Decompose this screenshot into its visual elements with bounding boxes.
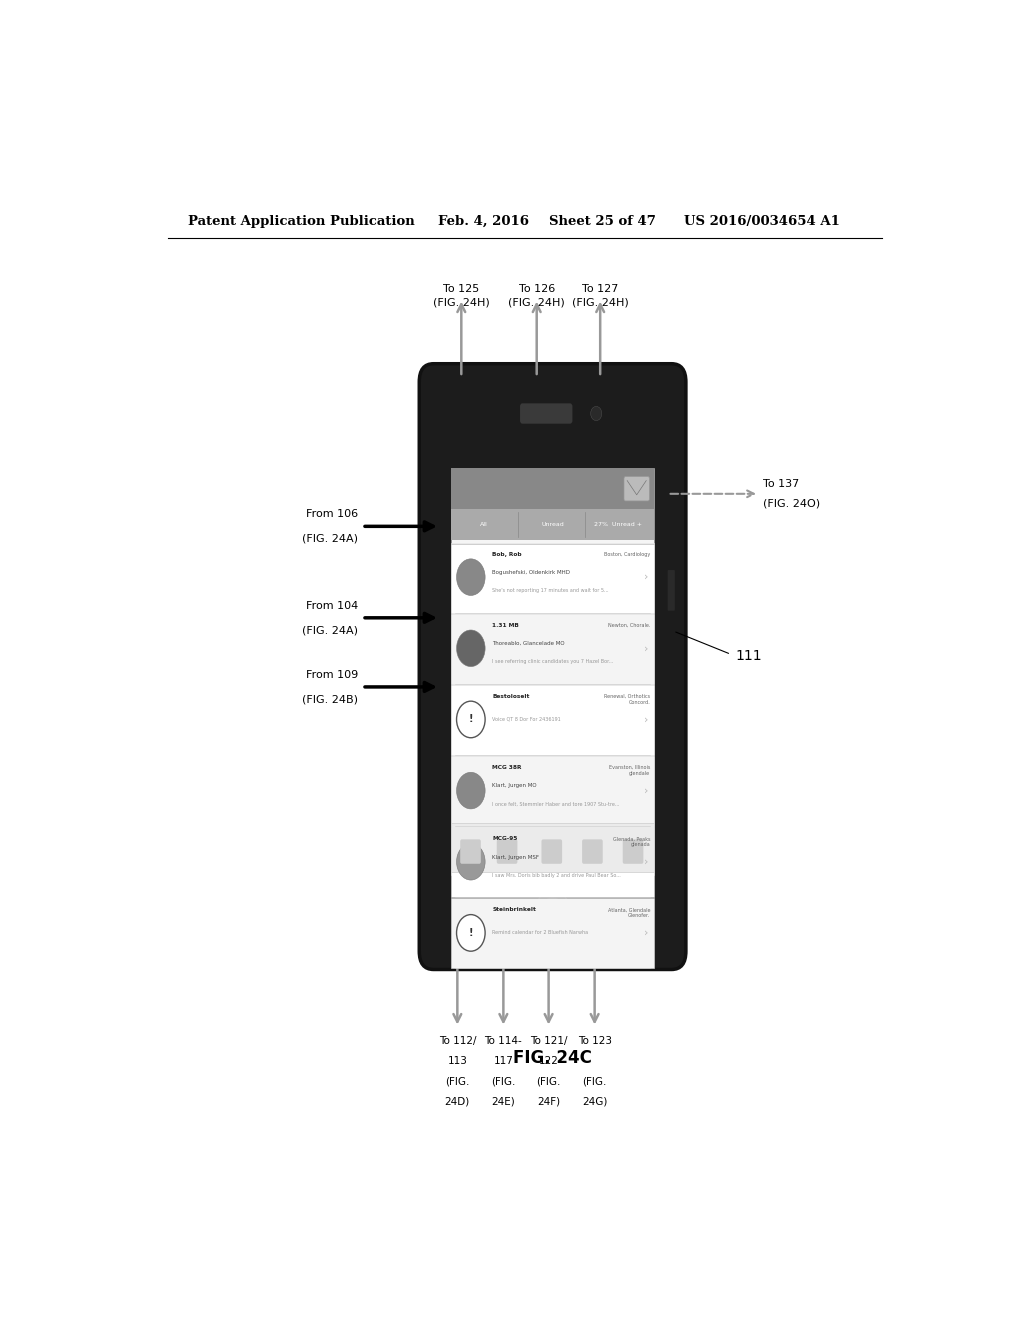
Text: All: All xyxy=(479,521,487,527)
Text: Feb. 4, 2016: Feb. 4, 2016 xyxy=(437,215,528,228)
FancyBboxPatch shape xyxy=(497,840,517,863)
Circle shape xyxy=(457,630,485,667)
Text: To 112/: To 112/ xyxy=(438,1036,476,1045)
Text: To 114-: To 114- xyxy=(484,1036,522,1045)
Text: (FIG.: (FIG. xyxy=(537,1076,561,1086)
Text: 1.31 MB: 1.31 MB xyxy=(493,623,519,628)
Text: ›: › xyxy=(644,857,648,867)
Text: ›: › xyxy=(644,643,648,653)
Text: 24E): 24E) xyxy=(492,1097,515,1106)
FancyBboxPatch shape xyxy=(419,364,686,969)
Text: Klart, Jurgen MO: Klart, Jurgen MO xyxy=(493,784,537,788)
FancyBboxPatch shape xyxy=(451,543,654,612)
Text: 24G): 24G) xyxy=(582,1097,607,1106)
Text: Patent Application Publication: Patent Application Publication xyxy=(187,215,415,228)
Circle shape xyxy=(457,701,485,738)
FancyBboxPatch shape xyxy=(451,824,654,873)
Text: Remind calendar for 2 Bluefish Narwha: Remind calendar for 2 Bluefish Narwha xyxy=(493,929,589,935)
Text: I once felt, Stemmler Haber and tore 1907 Stu-tre...: I once felt, Stemmler Haber and tore 190… xyxy=(493,801,620,807)
Text: From 106: From 106 xyxy=(306,510,358,519)
Text: MCG 38R: MCG 38R xyxy=(493,766,522,770)
Circle shape xyxy=(591,407,602,421)
Text: To 137: To 137 xyxy=(763,479,799,488)
Text: To 125: To 125 xyxy=(443,284,479,293)
Text: 27%  Unread +: 27% Unread + xyxy=(594,521,642,527)
Text: ›: › xyxy=(644,928,648,939)
FancyBboxPatch shape xyxy=(451,469,654,875)
Text: MCG-95: MCG-95 xyxy=(493,837,518,841)
Text: Steinbrinkelt: Steinbrinkelt xyxy=(493,907,537,912)
Text: 113: 113 xyxy=(447,1056,467,1065)
Text: I saw Mrs. Doris bib badly 2 and drive Paul Bear So...: I saw Mrs. Doris bib badly 2 and drive P… xyxy=(493,873,621,878)
FancyBboxPatch shape xyxy=(460,840,481,863)
Text: (FIG. 24H): (FIG. 24H) xyxy=(508,297,565,308)
Circle shape xyxy=(539,898,567,935)
FancyBboxPatch shape xyxy=(542,840,562,863)
Text: Sheet 25 of 47: Sheet 25 of 47 xyxy=(549,215,655,228)
Text: ›: › xyxy=(644,572,648,582)
Text: 24D): 24D) xyxy=(444,1097,470,1106)
Text: ›: › xyxy=(644,714,648,725)
FancyBboxPatch shape xyxy=(451,899,654,969)
FancyBboxPatch shape xyxy=(624,477,649,500)
Text: Unread: Unread xyxy=(542,521,564,527)
Text: To 121/: To 121/ xyxy=(529,1036,567,1045)
Text: Bogushefski, Oldenkirk MHD: Bogushefski, Oldenkirk MHD xyxy=(493,570,570,576)
Text: To 127: To 127 xyxy=(582,284,618,293)
Text: (FIG.: (FIG. xyxy=(445,1076,470,1086)
Text: (FIG. 24H): (FIG. 24H) xyxy=(433,297,489,308)
FancyBboxPatch shape xyxy=(451,756,654,826)
Text: I see referring clinic candidates you 7 Hazel Bor...: I see referring clinic candidates you 7 … xyxy=(493,660,613,664)
Text: ›: › xyxy=(644,785,648,796)
Circle shape xyxy=(534,891,571,940)
FancyBboxPatch shape xyxy=(451,510,654,540)
FancyBboxPatch shape xyxy=(451,614,654,684)
Text: From 104: From 104 xyxy=(306,601,358,611)
Text: Atlanta, Glendale
Glenofer.: Atlanta, Glendale Glenofer. xyxy=(607,907,650,919)
FancyBboxPatch shape xyxy=(520,404,572,424)
Text: She's not reporting 17 minutes and wait for 5...: She's not reporting 17 minutes and wait … xyxy=(493,589,608,593)
Text: (FIG.: (FIG. xyxy=(583,1076,607,1086)
Text: 24F): 24F) xyxy=(537,1097,560,1106)
Text: Glenada, Peaks
glenada: Glenada, Peaks glenada xyxy=(612,837,650,847)
Text: 117: 117 xyxy=(494,1056,513,1065)
Text: Bob, Rob: Bob, Rob xyxy=(493,552,522,557)
Text: From 109: From 109 xyxy=(306,669,358,680)
Circle shape xyxy=(457,843,485,880)
Text: !: ! xyxy=(469,928,473,939)
Text: (FIG. 24A): (FIG. 24A) xyxy=(302,533,358,544)
Text: Voice QT 8 Dor For 2436191: Voice QT 8 Dor For 2436191 xyxy=(493,717,561,722)
Text: Thoreablo, Glancelade MO: Thoreablo, Glancelade MO xyxy=(493,642,565,647)
Text: 122: 122 xyxy=(539,1056,558,1065)
Text: Klart, Jurgen MSF: Klart, Jurgen MSF xyxy=(493,854,540,859)
Text: To 126: To 126 xyxy=(518,284,555,293)
Text: (FIG.: (FIG. xyxy=(492,1076,515,1086)
FancyBboxPatch shape xyxy=(623,840,643,863)
Text: Newton, Chorale.: Newton, Chorale. xyxy=(608,623,650,628)
Circle shape xyxy=(457,558,485,595)
Text: Bestoloselt: Bestoloselt xyxy=(493,694,529,700)
Text: (FIG. 24O): (FIG. 24O) xyxy=(763,499,820,510)
Text: Evanston, Illinois
glendale: Evanston, Illinois glendale xyxy=(609,766,650,776)
FancyBboxPatch shape xyxy=(668,570,675,611)
Text: (FIG. 24A): (FIG. 24A) xyxy=(302,624,358,635)
Circle shape xyxy=(457,915,485,952)
Text: To 123: To 123 xyxy=(578,1036,611,1045)
FancyBboxPatch shape xyxy=(451,685,654,755)
Text: Renewal, Orthotics
Concord.: Renewal, Orthotics Concord. xyxy=(604,694,650,705)
Text: Boston, Cardiology: Boston, Cardiology xyxy=(604,552,650,557)
Text: FIG. 24C: FIG. 24C xyxy=(513,1049,592,1067)
Circle shape xyxy=(457,772,485,809)
FancyBboxPatch shape xyxy=(451,469,654,510)
Text: !: ! xyxy=(469,714,473,725)
Text: 111: 111 xyxy=(735,649,762,664)
Text: US 2016/0034654 A1: US 2016/0034654 A1 xyxy=(684,215,840,228)
FancyBboxPatch shape xyxy=(582,840,603,863)
FancyBboxPatch shape xyxy=(451,828,654,898)
Text: (FIG. 24H): (FIG. 24H) xyxy=(571,297,629,308)
Text: (FIG. 24B): (FIG. 24B) xyxy=(302,694,358,704)
